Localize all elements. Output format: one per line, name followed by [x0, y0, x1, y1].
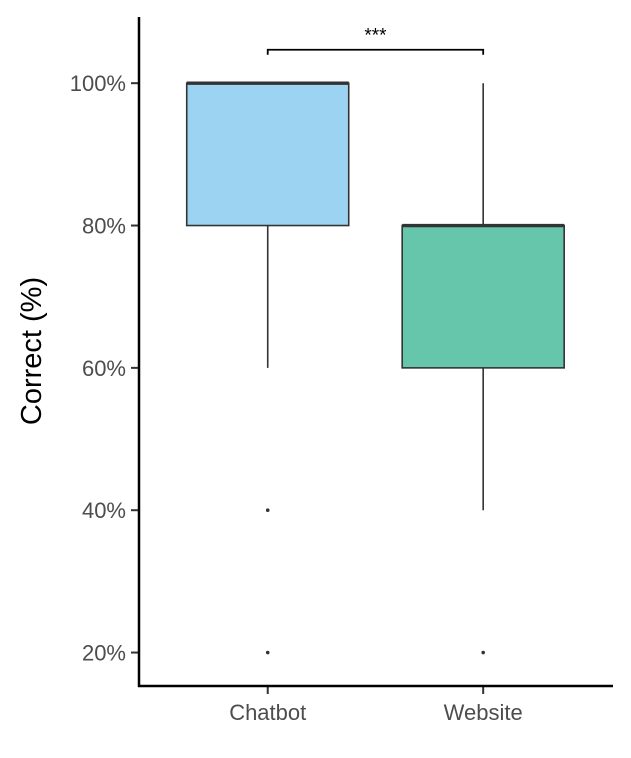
x-tick-label: Chatbot [229, 700, 306, 725]
y-axis-ticks: 20% 40% 60% 80% 100% [70, 71, 139, 666]
significance-annotation: *** [266, 26, 485, 55]
box-website [401, 224, 565, 369]
significance-bracket [266, 48, 485, 55]
y-tick-label: 40% [82, 498, 126, 523]
y-axis-title: Correct (%) [16, 277, 48, 425]
y-tick-label: 100% [70, 71, 126, 96]
outlier-point-website-1 [481, 650, 485, 655]
significance-label: *** [364, 26, 387, 47]
x-axis-ticks: Chatbot Website [229, 686, 523, 725]
outlier-point-chatbot-1 [265, 508, 270, 513]
x-tick-label: Website [444, 700, 523, 725]
y-tick-label: 60% [82, 356, 126, 381]
y-tick-label: 80% [82, 214, 126, 239]
box-chatbot [185, 82, 350, 227]
plot-area [185, 81, 565, 655]
y-tick-label: 20% [82, 641, 126, 666]
outlier-point-chatbot-2 [265, 650, 270, 655]
